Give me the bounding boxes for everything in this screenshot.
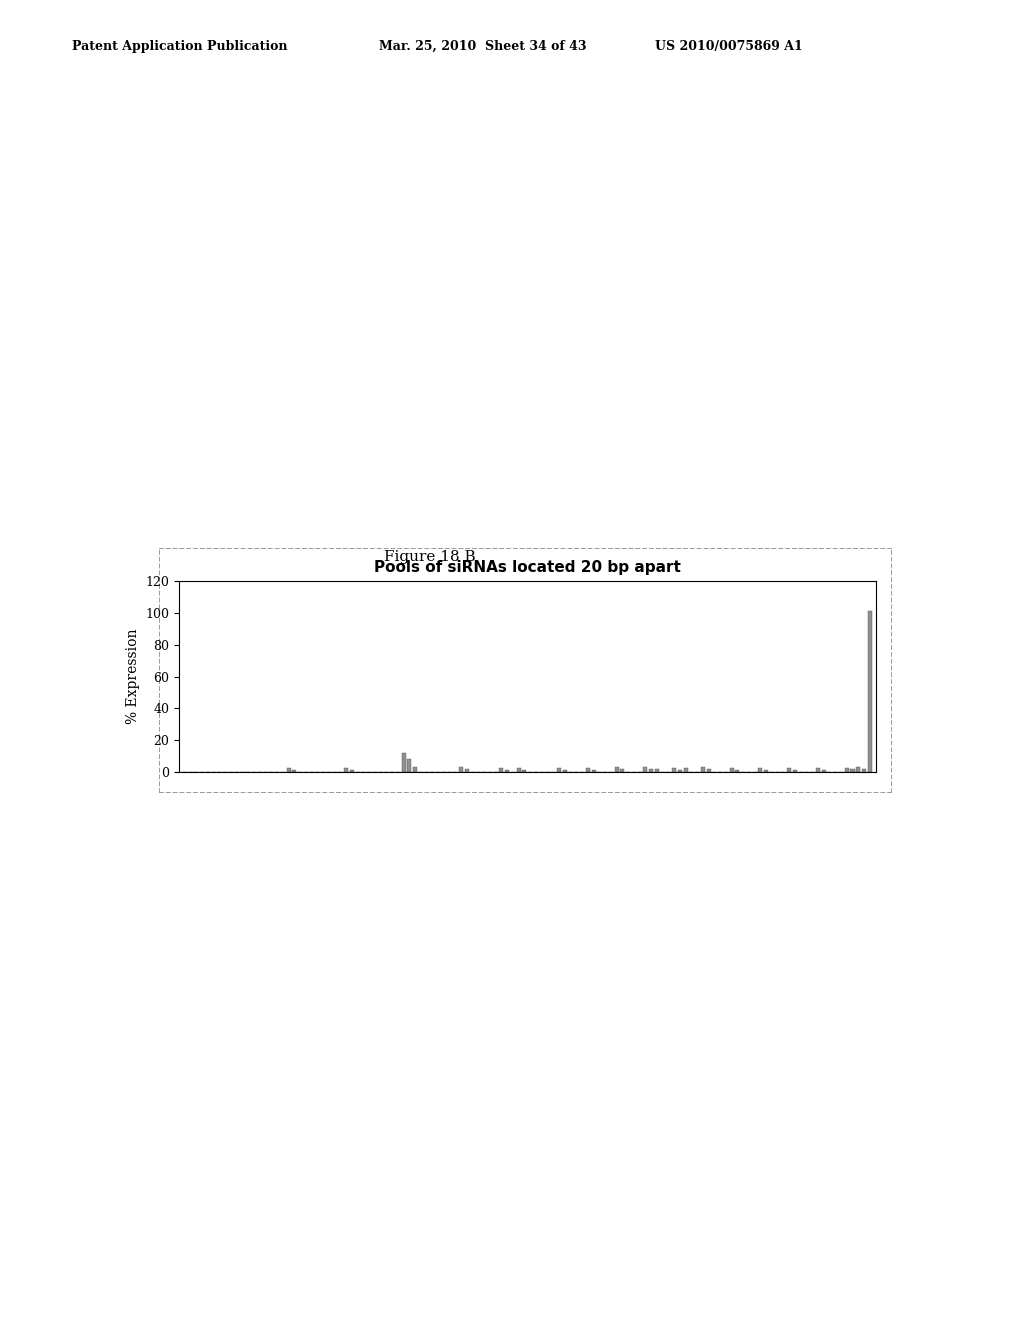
Text: Figure 18 B: Figure 18 B	[384, 550, 476, 564]
Bar	[344, 768, 348, 772]
Bar	[614, 767, 618, 772]
Bar	[408, 759, 412, 772]
Bar	[793, 770, 797, 772]
Text: Patent Application Publication: Patent Application Publication	[72, 40, 287, 53]
Y-axis label: % Expression: % Expression	[126, 628, 140, 725]
Bar	[517, 768, 521, 772]
Bar	[678, 770, 682, 772]
Bar	[350, 770, 354, 772]
Bar	[845, 768, 849, 772]
Bar	[862, 770, 866, 772]
Bar	[292, 770, 296, 772]
Bar	[730, 768, 733, 772]
Bar	[867, 611, 871, 772]
Title: Pools of siRNAs located 20 bp apart: Pools of siRNAs located 20 bp apart	[374, 561, 681, 576]
Bar	[684, 768, 688, 772]
Text: Mar. 25, 2010  Sheet 34 of 43: Mar. 25, 2010 Sheet 34 of 43	[379, 40, 587, 53]
Bar	[563, 770, 566, 772]
Bar	[413, 767, 417, 772]
Bar	[522, 770, 526, 772]
Bar	[707, 770, 711, 772]
Text: US 2010/0075869 A1: US 2010/0075869 A1	[655, 40, 803, 53]
Bar	[459, 767, 463, 772]
Bar	[700, 767, 705, 772]
Bar	[856, 767, 860, 772]
Bar	[654, 770, 658, 772]
Bar	[592, 770, 596, 772]
Bar	[759, 768, 763, 772]
Bar	[643, 767, 647, 772]
Bar	[500, 768, 504, 772]
Bar	[287, 768, 291, 772]
Bar	[649, 770, 653, 772]
Bar	[816, 768, 820, 772]
Bar	[787, 768, 792, 772]
Bar	[821, 770, 825, 772]
Bar	[851, 770, 854, 772]
Bar	[672, 768, 676, 772]
Bar	[621, 770, 625, 772]
Bar	[764, 770, 768, 772]
Bar	[465, 770, 469, 772]
Bar	[586, 768, 590, 772]
Bar	[505, 770, 509, 772]
Bar	[735, 770, 739, 772]
Bar	[557, 768, 561, 772]
Bar	[401, 752, 406, 772]
